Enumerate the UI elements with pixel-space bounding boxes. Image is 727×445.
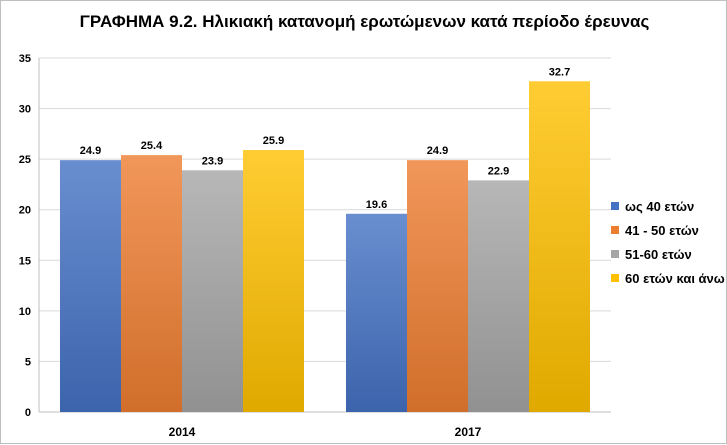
- data-label: 24.9: [80, 145, 101, 157]
- bar: [407, 160, 468, 412]
- legend-swatch: [611, 250, 619, 258]
- legend-item: 60 ετών και άνω: [611, 266, 725, 290]
- y-tick-label: 20: [19, 205, 31, 217]
- data-label: 32.7: [549, 66, 570, 78]
- legend-label: 41 - 50 ετών: [625, 222, 699, 238]
- data-label: 23.9: [202, 155, 223, 167]
- legend-item: ως 40 ετών: [611, 194, 725, 218]
- legend-item: 41 - 50 ετών: [611, 218, 725, 242]
- legend-swatch: [611, 202, 619, 210]
- data-label: 24.9: [427, 145, 448, 157]
- legend: ως 40 ετών 41 - 50 ετών 51-60 ετών 60 ετών …: [611, 194, 725, 290]
- bar: [529, 81, 590, 413]
- legend-label: 51-60 ετών: [625, 246, 692, 262]
- data-label: 25.4: [141, 140, 163, 152]
- data-label: 19.6: [366, 199, 387, 211]
- y-tick-label: 5: [25, 356, 31, 368]
- bar: [346, 213, 407, 412]
- bar: [182, 170, 243, 412]
- chart-title: ΓΡΑΦΗΜΑ 9.2. Ηλικιακή κατανομή ερωτώμενω…: [79, 12, 650, 31]
- y-tick-label: 10: [19, 306, 31, 318]
- legend-label: ως 40 ετών: [625, 198, 695, 214]
- y-tick-label: 0: [25, 407, 31, 419]
- y-tick-label: 25: [19, 154, 31, 166]
- y-tick-label: 30: [19, 104, 31, 116]
- x-category-label: 2014: [169, 425, 196, 439]
- y-tick-label: 15: [19, 255, 31, 267]
- legend-item: 51-60 ετών: [611, 242, 725, 266]
- bar: [468, 180, 529, 412]
- legend-swatch: [611, 274, 619, 282]
- legend-swatch: [611, 226, 619, 234]
- bar: [60, 160, 121, 412]
- data-label: 22.9: [488, 165, 509, 177]
- data-label: 25.9: [263, 135, 284, 147]
- y-tick-label: 35: [19, 53, 31, 65]
- bar: [121, 155, 182, 412]
- legend-label: 60 ετών και άνω: [625, 270, 725, 286]
- x-category-label: 2017: [455, 425, 482, 439]
- bar: [243, 150, 304, 413]
